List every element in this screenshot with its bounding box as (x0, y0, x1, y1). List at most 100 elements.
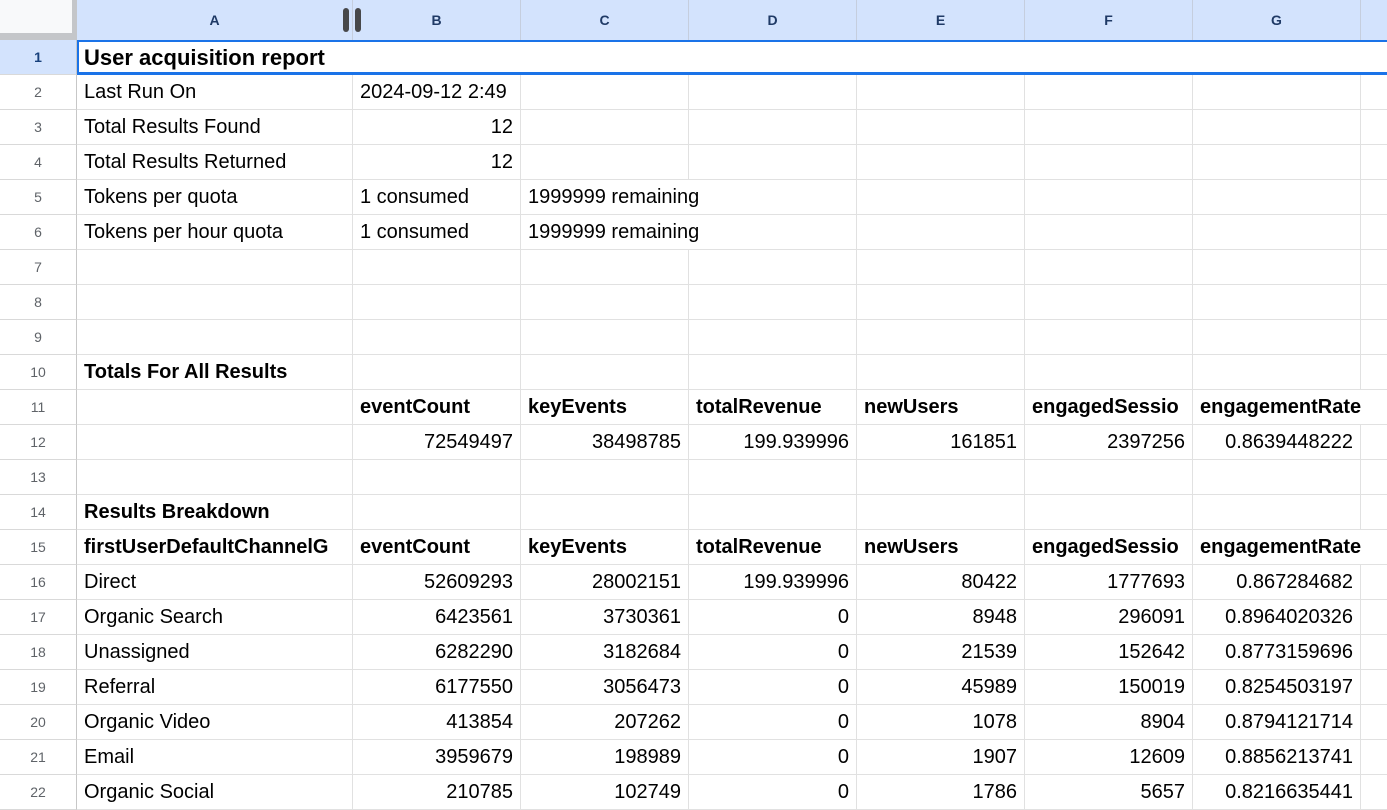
cell-C22[interactable]: 102749 (521, 775, 689, 810)
cell-B13[interactable] (353, 460, 521, 495)
cell-A10[interactable]: Totals For All Results (77, 355, 353, 390)
cell-D22[interactable]: 0 (689, 775, 857, 810)
cell-B3[interactable]: 12 (353, 110, 521, 145)
cell-G6[interactable] (1193, 215, 1361, 250)
cell-G5[interactable] (1193, 180, 1361, 215)
cell-A16[interactable]: Direct (77, 565, 353, 600)
cell-H21[interactable] (1361, 740, 1387, 775)
cell-E10[interactable] (857, 355, 1025, 390)
row-header-14[interactable]: 14 (0, 495, 77, 530)
cell-G20[interactable]: 0.8794121714 (1193, 705, 1361, 740)
cell-E5[interactable] (857, 180, 1025, 215)
row-header-18[interactable]: 18 (0, 635, 77, 670)
cell-D13[interactable] (689, 460, 857, 495)
column-header-h-partial[interactable] (1361, 0, 1387, 40)
cell-F7[interactable] (1025, 250, 1193, 285)
cell-F19[interactable]: 150019 (1025, 670, 1193, 705)
cell-A18[interactable]: Unassigned (77, 635, 353, 670)
cell-H19[interactable] (1361, 670, 1387, 705)
cell-B6[interactable]: 1 consumed (353, 215, 521, 250)
cell-E17[interactable]: 8948 (857, 600, 1025, 635)
cell-D6[interactable] (689, 215, 857, 250)
cell-F11[interactable]: engagedSessio (1025, 390, 1193, 425)
cell-C19[interactable]: 3056473 (521, 670, 689, 705)
cell-A11[interactable] (77, 390, 353, 425)
cell-D18[interactable]: 0 (689, 635, 857, 670)
cell-B16[interactable]: 52609293 (353, 565, 521, 600)
cell-F3[interactable] (1025, 110, 1193, 145)
cell-A5[interactable]: Tokens per quota (77, 180, 353, 215)
cell-H16[interactable] (1361, 565, 1387, 600)
cell-F22[interactable]: 5657 (1025, 775, 1193, 810)
cell-H4[interactable] (1361, 145, 1387, 180)
cell-D15[interactable]: totalRevenue (689, 530, 857, 565)
cell-A17[interactable]: Organic Search (77, 600, 353, 635)
cell-C9[interactable] (521, 320, 689, 355)
cell-C12[interactable]: 38498785 (521, 425, 689, 460)
cell-A1[interactable]: User acquisition report (77, 40, 1387, 75)
cell-E11[interactable]: newUsers (857, 390, 1025, 425)
cell-F17[interactable]: 296091 (1025, 600, 1193, 635)
cell-E19[interactable]: 45989 (857, 670, 1025, 705)
row-header-4[interactable]: 4 (0, 145, 77, 180)
cell-H7[interactable] (1361, 250, 1387, 285)
cell-H20[interactable] (1361, 705, 1387, 740)
cell-E12[interactable]: 161851 (857, 425, 1025, 460)
row-header-12[interactable]: 12 (0, 425, 77, 460)
row-header-11[interactable]: 11 (0, 390, 77, 425)
cell-H3[interactable] (1361, 110, 1387, 145)
cell-D14[interactable] (689, 495, 857, 530)
cell-B19[interactable]: 6177550 (353, 670, 521, 705)
cell-D4[interactable] (689, 145, 857, 180)
cell-F8[interactable] (1025, 285, 1193, 320)
cell-C8[interactable] (521, 285, 689, 320)
cell-C17[interactable]: 3730361 (521, 600, 689, 635)
row-header-6[interactable]: 6 (0, 215, 77, 250)
cell-F21[interactable]: 12609 (1025, 740, 1193, 775)
cell-E14[interactable] (857, 495, 1025, 530)
cell-D11[interactable]: totalRevenue (689, 390, 857, 425)
cell-F18[interactable]: 152642 (1025, 635, 1193, 670)
cell-H5[interactable] (1361, 180, 1387, 215)
cell-D2[interactable] (689, 75, 857, 110)
row-header-16[interactable]: 16 (0, 565, 77, 600)
cell-E20[interactable]: 1078 (857, 705, 1025, 740)
column-header-g[interactable]: G (1193, 0, 1361, 40)
column-header-a[interactable]: A (77, 0, 353, 40)
cell-A14[interactable]: Results Breakdown (77, 495, 353, 530)
cell-G8[interactable] (1193, 285, 1361, 320)
cell-B12[interactable]: 72549497 (353, 425, 521, 460)
cell-E6[interactable] (857, 215, 1025, 250)
row-header-13[interactable]: 13 (0, 460, 77, 495)
row-header-2[interactable]: 2 (0, 75, 77, 110)
cell-B9[interactable] (353, 320, 521, 355)
cell-H6[interactable] (1361, 215, 1387, 250)
cell-C11[interactable]: keyEvents (521, 390, 689, 425)
cell-G9[interactable] (1193, 320, 1361, 355)
cell-C3[interactable] (521, 110, 689, 145)
cell-G16[interactable]: 0.867284682 (1193, 565, 1361, 600)
cell-F16[interactable]: 1777693 (1025, 565, 1193, 600)
cell-G15[interactable]: engagementRate (1193, 530, 1361, 565)
cell-C5[interactable]: 1999999 remaining (521, 180, 699, 215)
cell-E13[interactable] (857, 460, 1025, 495)
cell-B15[interactable]: eventCount (353, 530, 521, 565)
cell-E3[interactable] (857, 110, 1025, 145)
cell-B10[interactable] (353, 355, 521, 390)
cell-D19[interactable]: 0 (689, 670, 857, 705)
row-header-22[interactable]: 22 (0, 775, 77, 810)
cell-B18[interactable]: 6282290 (353, 635, 521, 670)
cell-B11[interactable]: eventCount (353, 390, 521, 425)
row-header-5[interactable]: 5 (0, 180, 77, 215)
cell-E8[interactable] (857, 285, 1025, 320)
select-all-corner[interactable] (0, 0, 77, 40)
column-header-d[interactable]: D (689, 0, 857, 40)
cell-E21[interactable]: 1907 (857, 740, 1025, 775)
cell-G21[interactable]: 0.8856213741 (1193, 740, 1361, 775)
cell-C13[interactable] (521, 460, 689, 495)
row-header-9[interactable]: 9 (0, 320, 77, 355)
cell-C14[interactable] (521, 495, 689, 530)
cell-B14[interactable] (353, 495, 521, 530)
cell-B2[interactable]: 2024-09-12 2:49 (353, 75, 521, 110)
cell-E7[interactable] (857, 250, 1025, 285)
